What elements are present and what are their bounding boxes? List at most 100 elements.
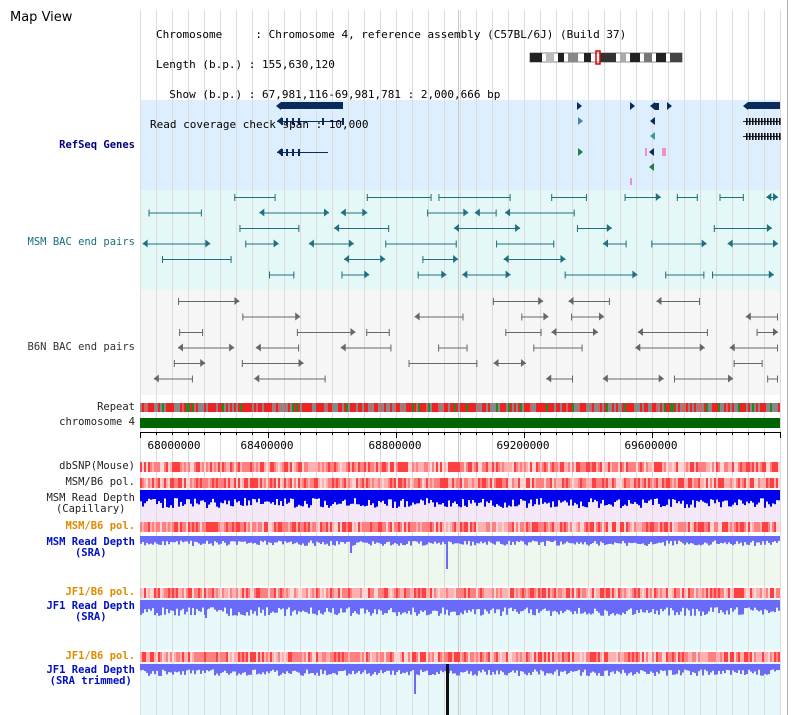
dbsnp-cell [380,462,382,472]
jf1-b6-pol-cell-2 [680,652,682,662]
msm-sra-depth-bar [536,536,538,542]
jf1-sra-depth-bar [446,600,448,610]
dbsnp-cell [538,462,540,472]
msm-sra-depth-bar [596,536,598,544]
msm-b6-pol-cell-2 [268,522,270,532]
jf1-b6-pol-cell [154,588,156,598]
msm-b6-pol-cell [208,478,210,488]
jf1-b6-pol-cell [510,588,512,598]
jf1-b6-pol-cell-2 [510,652,512,662]
jf1-sra-depth-bar [182,600,184,609]
capillary-depth-bar [248,490,250,501]
repeat-segment [168,403,170,412]
msm-sra-depth-bar [620,536,622,544]
jf1-trimmed-depth-bar [694,664,696,674]
jf1-sra-depth-bar [650,600,652,612]
repeat-segment [614,403,616,412]
msm-read-depth-capillary-label: MSM Read Depth (Capillary) [46,493,135,515]
msm-b6-pol-cell-2 [354,522,356,532]
jf1-b6-pol-cell [254,588,256,598]
msm-b6-pol-cell [554,478,556,488]
msm-b6-pol-cell [234,478,236,488]
jf1-b6-pol-cell [232,588,234,598]
dbsnp-cell [432,462,434,472]
jf1-b6-pol-cell-2 [296,652,298,662]
jf1-b6-pol-cell-2 [368,652,370,662]
msm-sra-depth-bar [334,536,336,546]
msm-sra-depth-bar [200,536,202,545]
jf1-b6-pol-cell-2 [508,652,510,662]
capillary-depth-bar [200,490,202,501]
jf1-b6-pol-cell-2 [402,652,404,662]
jf1-sra-depth-bar [416,600,418,616]
repeat-segment [248,403,250,412]
msm-b6-pol-cell-2 [226,522,228,532]
capillary-depth-bar [508,490,510,506]
msm-b6-pol-cell-2 [496,522,498,532]
jf1-b6-pol-cell-2 [472,652,474,662]
msm-b6-pol-cell [534,478,536,488]
msm-b6-pol-cell-2 [550,522,552,532]
dbsnp-cell [740,462,742,472]
jf1-sra-depth-bar [706,600,708,614]
capillary-depth-bar [402,490,404,500]
msm-sra-depth-bar [564,536,566,544]
jf1-sra-depth-bar [702,600,704,612]
repeat-segment [710,403,712,412]
jf1-b6-pol-cell [334,588,336,598]
jf1-sra-depth-bar [504,600,506,608]
dbsnp-cell [210,462,212,472]
msm-b6-pol-cell [470,478,472,488]
capillary-depth-bar [672,490,674,500]
msm-b6-pol-cell [692,478,694,488]
capillary-depth-bar [564,490,566,501]
jf1-trimmed-depth-bar [598,664,600,674]
b6n-bac-pair-end [706,329,708,336]
jf1-trimmed-depth-bar [194,664,196,675]
msm-bac-pair-end [603,239,609,248]
msm-b6-pol-cell-2 [304,522,306,532]
msm-b6-pol-cell [658,478,660,488]
jf1-b6-pol-cell [276,588,278,598]
msm-sra-depth-bar [772,536,774,542]
jf1-sra-depth-bar [578,600,580,608]
repeat-segment [756,403,758,412]
msm-b6-pol-cell [472,478,474,488]
capillary-depth-bar [440,490,442,505]
msm-b6-pol-cell-2 [610,522,612,532]
gene-exon-tick [773,133,775,140]
msm-sra-depth-bar [630,536,632,544]
msm-b6-pol-cell-2 [510,522,512,532]
jf1-trimmed-depth-bar [554,664,556,672]
jf1-trimmed-depth-bar [332,664,334,673]
repeat-segment [400,403,402,412]
jf1-sra-depth-bar [502,600,504,612]
repeat-segment [518,403,520,412]
msm-b6-pol-cell [380,478,382,488]
capillary-depth-bar [778,490,780,501]
msm-sra-depth-bar [440,536,442,545]
msm-bac-pair-end [230,256,232,263]
msm-b6-pol-cell [464,478,466,488]
jf1-b6-pol-cell [150,588,152,598]
jf1-sra-depth-bar [464,600,466,611]
msm-b6-pol-cell-2 [422,522,424,532]
jf1-b6-pol-cell-2 [464,652,466,662]
repeat-segment [484,403,486,412]
msm-b6-pol-cell [354,478,356,488]
jf1-sra-depth-bar [318,600,320,611]
jf1-b6-pol-cell-2 [578,652,580,662]
jf1-b6-pol-cell [308,588,310,598]
jf1-b6-pol-cell [710,588,712,598]
msm-bac-end-pairs-label[interactable]: MSM BAC end pairs [27,236,135,248]
gene-exon-tick [746,133,748,140]
msm-b6-pol-cell [552,478,554,488]
jf1-trimmed-depth-bar [660,664,662,671]
b6n-bac-end-pairs-label[interactable]: B6N BAC end pairs [27,341,135,353]
msm-b6-pol-cell [536,478,538,488]
repeat-segment [624,403,626,412]
msm-sra-depth-bar [180,536,182,541]
gene-exon-tick [761,118,763,125]
refseq-genes-label[interactable]: RefSeq Genes [59,139,135,151]
